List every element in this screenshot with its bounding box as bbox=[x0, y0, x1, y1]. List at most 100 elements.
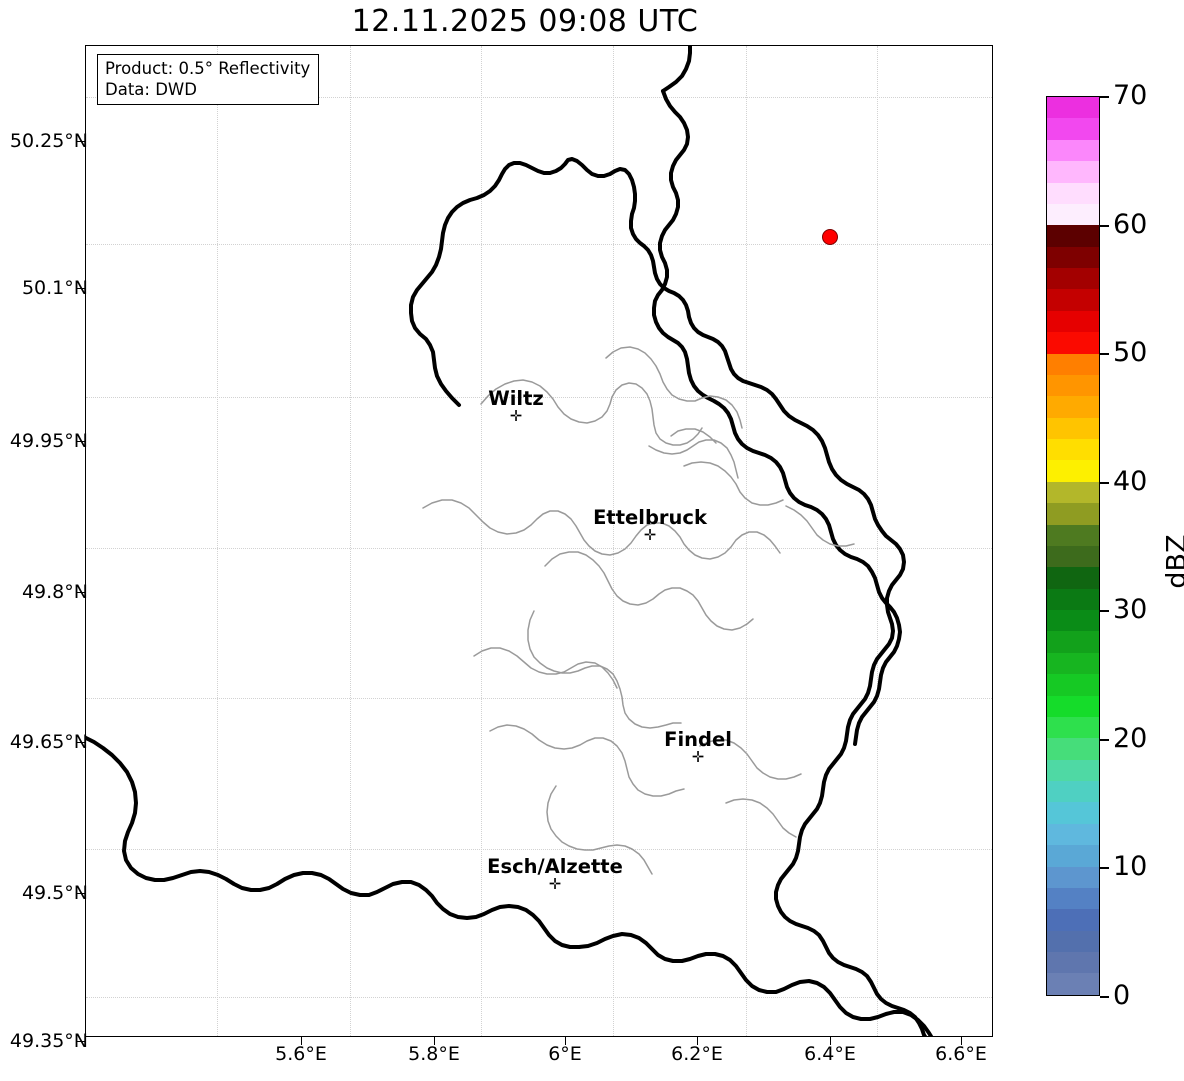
colorbar-title: dBZ bbox=[1161, 534, 1184, 589]
colorbar-tick-label: 10 bbox=[1113, 851, 1148, 883]
city-point-findel: ✛ bbox=[691, 748, 705, 766]
colorbar-tick-label: 50 bbox=[1113, 337, 1148, 369]
x-axis-tick-label: 5.8°E bbox=[408, 1043, 460, 1065]
colorbar-tick-label: 70 bbox=[1113, 80, 1148, 111]
x-axis-tick-mark bbox=[434, 1037, 435, 1045]
y-axis-tick-label: 49.95°N bbox=[9, 430, 88, 452]
colorbar-segment bbox=[1047, 716, 1099, 739]
y-axis-tick-mark bbox=[77, 288, 85, 289]
luxembourg-south-border bbox=[577, 932, 934, 1036]
y-axis-tick-mark bbox=[77, 1041, 85, 1042]
colorbar-tick-label: 0 bbox=[1113, 980, 1131, 1011]
colorbar-segment bbox=[1047, 374, 1099, 397]
colorbar-segment bbox=[1047, 460, 1099, 482]
radar-map-plot[interactable]: Product: 0.5° Reflectivity Data: DWD Wil… bbox=[85, 45, 993, 1037]
city-marker-ettelbruck[interactable]: Ettelbruck ✛ bbox=[593, 506, 707, 544]
x-axis-tick-mark bbox=[565, 1037, 566, 1045]
x-axis-tick-label: 6°E bbox=[548, 1043, 582, 1065]
colorbar-segment bbox=[1047, 118, 1099, 140]
page-title: 12.11.2025 09:08 UTC bbox=[351, 4, 699, 39]
city-label-findel: Findel bbox=[664, 728, 732, 751]
info-box: Product: 0.5° Reflectivity Data: DWD bbox=[97, 54, 320, 105]
y-axis-tick-mark bbox=[77, 592, 85, 593]
luxembourg-national-border bbox=[409, 157, 928, 1036]
city-marker-findel[interactable]: Findel ✛ bbox=[664, 728, 732, 766]
colorbar-tick-mark bbox=[1100, 481, 1109, 484]
city-label-esch-alzette: Esch/Alzette bbox=[487, 855, 623, 878]
colorbar-segment bbox=[1047, 545, 1099, 568]
x-axis-tick-mark bbox=[697, 1037, 698, 1045]
info-product-line: Product: 0.5° Reflectivity bbox=[105, 59, 311, 78]
gridline-lat bbox=[86, 397, 992, 398]
y-axis-tick-label: 50.25°N bbox=[9, 130, 88, 152]
gridline-lat bbox=[86, 244, 992, 245]
colorbar-segment bbox=[1047, 182, 1099, 204]
colorbar-segment bbox=[1047, 268, 1099, 290]
colorbar-segment bbox=[1047, 417, 1099, 439]
city-point-esch-alzette: ✛ bbox=[548, 875, 562, 893]
x-axis-tick-label: 6.2°E bbox=[671, 1043, 723, 1065]
colorbar-segment bbox=[1047, 823, 1099, 846]
y-axis-tick-mark bbox=[77, 441, 85, 442]
colorbar-segment bbox=[1047, 631, 1099, 653]
x-axis-tick-mark bbox=[301, 1037, 302, 1045]
y-axis-tick-mark bbox=[77, 742, 85, 743]
colorbar-tick-label: 20 bbox=[1113, 722, 1148, 754]
colorbar-tick-mark bbox=[1100, 353, 1109, 356]
city-marker-wiltz[interactable]: Wiltz ✛ bbox=[488, 387, 544, 425]
colorbar-segment bbox=[1047, 524, 1099, 546]
colorbar-segment bbox=[1047, 610, 1099, 632]
x-axis-tick-label: 5.6°E bbox=[275, 1043, 327, 1065]
colorbar-segment bbox=[1047, 866, 1099, 888]
colorbar-tick-mark bbox=[1100, 96, 1109, 98]
luxembourg-border-north-east bbox=[652, 89, 902, 746]
colorbar-segment bbox=[1047, 738, 1099, 760]
city-point-wiltz: ✛ bbox=[509, 407, 523, 425]
city-label-wiltz: Wiltz bbox=[488, 387, 544, 410]
city-marker-esch-alzette[interactable]: Esch/Alzette ✛ bbox=[487, 855, 623, 893]
y-axis-tick-mark bbox=[77, 141, 85, 142]
colorbar-tick-mark bbox=[1100, 996, 1109, 998]
colorbar-segment bbox=[1047, 930, 1099, 952]
colorbar-segment bbox=[1047, 845, 1099, 867]
colorbar-segment bbox=[1047, 503, 1099, 525]
gridline-lat bbox=[86, 97, 992, 98]
gridline-lon bbox=[877, 46, 878, 1036]
city-label-ettelbruck: Ettelbruck bbox=[593, 506, 707, 529]
colorbar-segment bbox=[1047, 588, 1099, 610]
colorbar-segment bbox=[1047, 652, 1099, 675]
y-axis-tick-label: 49.65°N bbox=[9, 731, 88, 753]
gridline-lon bbox=[217, 46, 218, 1036]
colorbar-segment bbox=[1047, 396, 1099, 418]
city-point-ettelbruck: ✛ bbox=[643, 526, 657, 544]
colorbar-segment bbox=[1047, 310, 1099, 333]
colorbar[interactable] bbox=[1046, 96, 1100, 996]
colorbar-tick-mark bbox=[1100, 867, 1109, 870]
colorbar-segment bbox=[1047, 139, 1099, 162]
radar-echo-point[interactable] bbox=[822, 229, 838, 245]
colorbar-tick-mark bbox=[1100, 224, 1109, 227]
colorbar-segment bbox=[1047, 695, 1099, 717]
colorbar-segment bbox=[1047, 674, 1099, 696]
colorbar-segment bbox=[1047, 225, 1099, 247]
colorbar-segment bbox=[1047, 203, 1099, 226]
gridline-lon bbox=[613, 46, 614, 1036]
colorbar-segment bbox=[1047, 97, 1099, 119]
colorbar-segment bbox=[1047, 567, 1099, 589]
colorbar-segment bbox=[1047, 887, 1099, 910]
x-axis-tick-mark bbox=[830, 1037, 831, 1045]
colorbar-segment bbox=[1047, 973, 1099, 995]
colorbar-segment bbox=[1047, 759, 1099, 781]
y-axis-tick-label: 49.35°N bbox=[9, 1030, 88, 1052]
colorbar-tick-label: 40 bbox=[1113, 465, 1148, 497]
colorbar-segment bbox=[1047, 161, 1099, 183]
colorbar-tick-mark bbox=[1100, 738, 1109, 741]
canton-boundaries bbox=[422, 346, 855, 875]
y-axis-tick-label: 49.8°N bbox=[21, 581, 88, 603]
colorbar-segment bbox=[1047, 481, 1099, 504]
colorbar-segment bbox=[1047, 439, 1099, 461]
y-axis-tick-label: 50.1°N bbox=[21, 277, 88, 299]
colorbar-segment bbox=[1047, 353, 1099, 375]
gridline-lon bbox=[481, 46, 482, 1036]
gridline-lat bbox=[86, 997, 992, 998]
